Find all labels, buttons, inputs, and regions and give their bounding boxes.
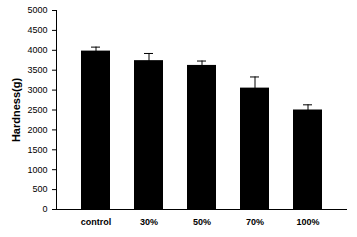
svg-text:30%: 30% bbox=[140, 217, 158, 227]
svg-text:0: 0 bbox=[42, 204, 47, 214]
svg-text:50%: 50% bbox=[193, 217, 211, 227]
svg-text:500: 500 bbox=[32, 184, 47, 194]
svg-text:70%: 70% bbox=[246, 217, 264, 227]
svg-text:Hardness(g): Hardness(g) bbox=[10, 78, 22, 143]
svg-text:100%: 100% bbox=[296, 217, 319, 227]
svg-text:1500: 1500 bbox=[27, 145, 47, 155]
svg-text:3000: 3000 bbox=[27, 85, 47, 95]
svg-text:control: control bbox=[81, 217, 112, 227]
svg-text:4500: 4500 bbox=[27, 25, 47, 35]
svg-text:2500: 2500 bbox=[27, 105, 47, 115]
svg-text:4000: 4000 bbox=[27, 45, 47, 55]
svg-text:1000: 1000 bbox=[27, 165, 47, 175]
svg-text:5000: 5000 bbox=[27, 5, 47, 15]
svg-text:2000: 2000 bbox=[27, 125, 47, 135]
svg-text:3500: 3500 bbox=[27, 65, 47, 75]
